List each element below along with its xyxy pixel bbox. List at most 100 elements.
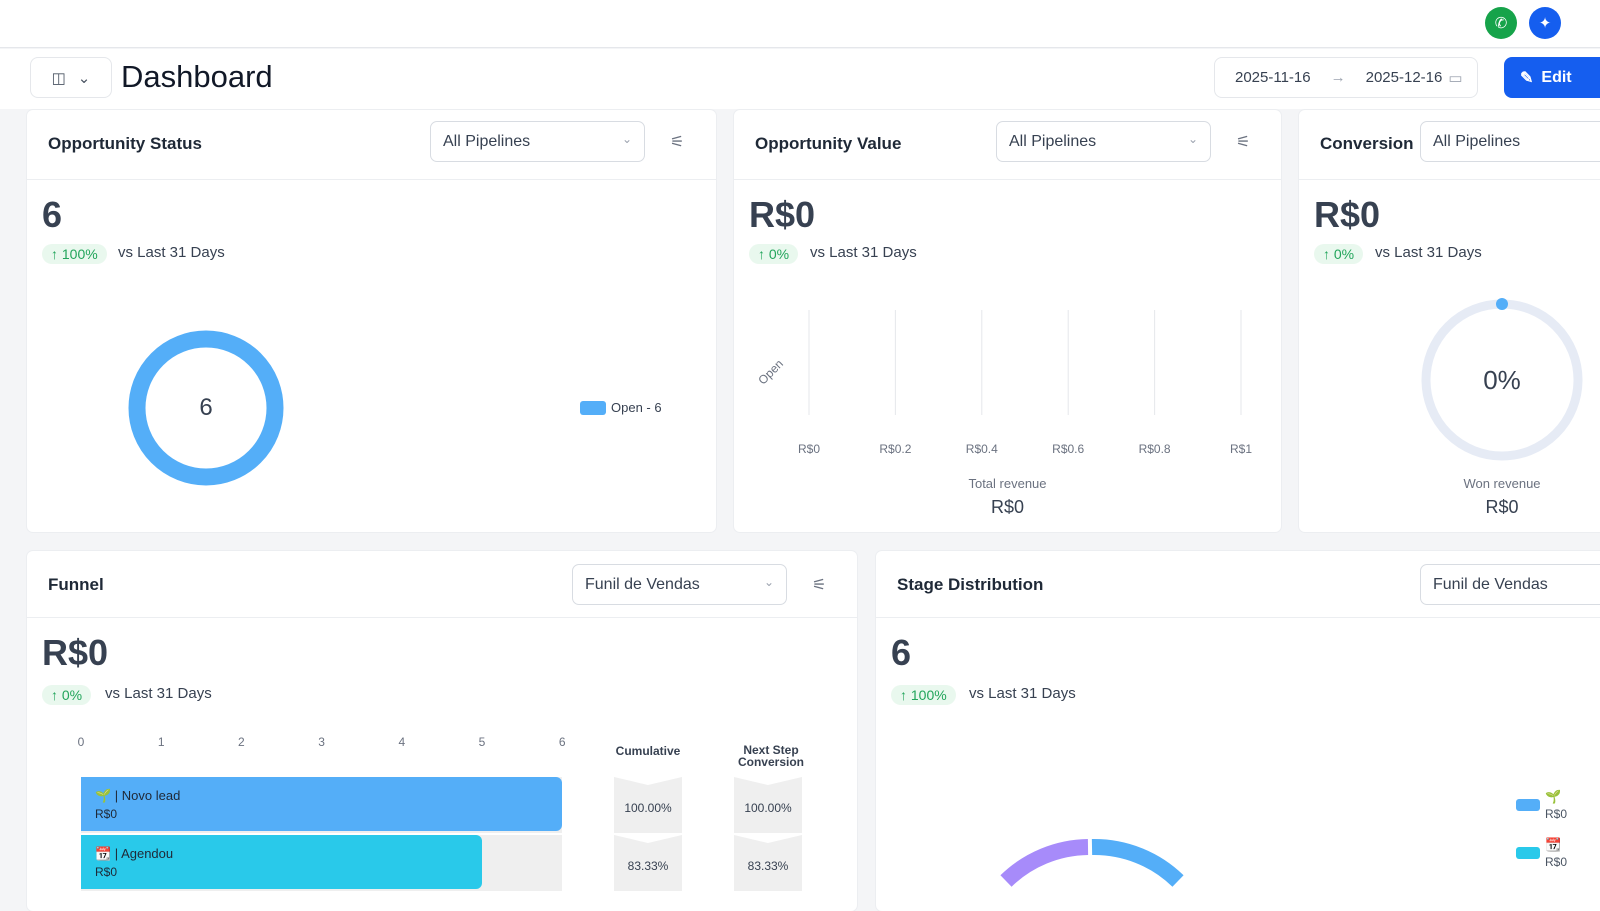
sparkle-icon: ✦ <box>1538 15 1552 32</box>
date-start[interactable]: 2025-11-16 <box>1235 69 1311 86</box>
x-tick-label: 0 <box>77 735 85 749</box>
funnel-bar[interactable] <box>81 835 482 889</box>
arrow-right-icon: → <box>1330 69 1346 86</box>
funnel-bar[interactable] <box>81 777 562 831</box>
gauge-value: 0% <box>1483 365 1521 395</box>
metric-value: R$0 <box>1314 194 1381 235</box>
page-title: Dashboard <box>121 59 273 94</box>
select-value: All Pipelines <box>1433 133 1521 150</box>
legend-swatch <box>1516 799 1540 811</box>
filter-icon[interactable]: ⚟ <box>1236 134 1251 151</box>
pipeline-select[interactable]: All Pipelines ⌄ <box>430 121 645 162</box>
donut-slice-open[interactable] <box>128 330 284 486</box>
phone-button[interactable]: ✆ <box>1485 7 1517 39</box>
x-tick-label: R$0.2 <box>879 442 912 456</box>
comparison-label: vs Last 31 Days <box>118 244 225 261</box>
change-badge: ↑ 0% <box>42 685 92 705</box>
card-title: Funnel <box>48 575 104 594</box>
donut-slice-other[interactable] <box>1000 839 1089 887</box>
legend-stage-icon: 📆 <box>1545 837 1562 852</box>
select-value: All Pipelines <box>443 133 531 150</box>
metric-value: R$0 <box>749 194 816 235</box>
x-tick-label: R$0 <box>797 442 820 456</box>
legend-label[interactable]: Open - 6 <box>611 400 662 415</box>
edit-label: Edit <box>1541 68 1572 86</box>
donut-center-value: 6 <box>199 394 213 421</box>
calendar-icon: ▭ <box>1448 69 1463 87</box>
x-tick-label: R$0.8 <box>1138 442 1171 456</box>
x-tick-label: 5 <box>478 735 486 749</box>
x-tick-label: R$1 <box>1229 442 1252 456</box>
opportunity-status-card: Opportunity Status All Pipelines ⌄ ⚟ 6 ↑ … <box>27 110 716 532</box>
filter-icon[interactable]: ⚟ <box>670 134 685 151</box>
cumulative-chevron <box>614 777 682 833</box>
pipeline-select[interactable]: Funil de Vendas ⌄ <box>572 564 787 605</box>
legend-value: R$0 <box>1545 807 1568 821</box>
donut-slice-novo-lead[interactable] <box>1091 838 1184 887</box>
change-badge: ↑ 100% <box>42 244 107 264</box>
phone-icon: ✆ <box>1494 15 1508 32</box>
pipeline-select[interactable]: All Pipelines ⌄ <box>996 121 1211 162</box>
x-tick-label: 4 <box>398 735 406 749</box>
next-step-chevron <box>734 777 802 833</box>
stage-name: 🌱 | Novo lead <box>95 788 181 803</box>
won-revenue-value: R$0 <box>1485 497 1519 517</box>
pipeline-select[interactable]: Funil de Vendas <box>1420 564 1600 605</box>
bar-chart <box>808 310 1242 415</box>
metric-value: 6 <box>42 194 63 235</box>
stage-distribution-card: Stage Distribution Funil de Vendas 6 ↑ 1… <box>876 551 1600 911</box>
date-range-picker[interactable]: 2025-11-16 → 2025-12-16 ▭ <box>1214 57 1478 98</box>
select-value: All Pipelines <box>1009 133 1097 150</box>
next-step-value: 100.00% <box>744 801 792 815</box>
cumulative-value: 83.33% <box>627 859 669 873</box>
change-badge: ↑ 0% <box>1314 244 1364 264</box>
next-step-chevron <box>734 835 802 891</box>
ai-assistant-button[interactable]: ✦ <box>1529 7 1561 39</box>
x-tick-label: 1 <box>157 735 165 749</box>
layout-switcher-button[interactable]: ◫ ⌄ <box>30 57 112 98</box>
change-badge: ↑ 0% <box>749 244 799 264</box>
won-revenue-label: Won revenue <box>1463 476 1541 491</box>
x-tick-label: 3 <box>318 735 325 749</box>
edit-button[interactable]: ✎ Edit <box>1504 57 1600 98</box>
card-title: Opportunity Status <box>48 134 202 153</box>
chevron-down-icon: ⌄ <box>1187 132 1198 146</box>
x-tick-label: 2 <box>238 735 245 749</box>
conversion-card: Conversion All Pipelines R$0 ↑ 0% vs Las… <box>1299 110 1600 532</box>
change-badge: ↑ 100% <box>891 685 956 705</box>
funnel-card: Funnel Funil de Vendas ⌄ ⚟ R$0 ↑ 0% vs La… <box>27 551 857 911</box>
opportunity-value-card: Opportunity Value All Pipelines ⌄ ⚟ R$0 ↑… <box>734 110 1281 532</box>
total-revenue-value: R$0 <box>990 497 1025 517</box>
select-value: Funil de Vendas <box>1433 576 1548 593</box>
next-step-value: 83.33% <box>747 859 789 873</box>
gauge-indicator <box>1496 298 1508 310</box>
gauge-chart <box>1421 298 1583 461</box>
legend-stage-icon: 🌱 <box>1545 789 1562 804</box>
dashboard-header: ◫ ⌄ Dashboard 2025-11-16 → 2025-12-16 ▭ ✎… <box>0 49 1600 109</box>
comparison-label: vs Last 31 Days <box>1375 244 1482 261</box>
cumulative-header: Cumulative <box>615 744 681 758</box>
donut-chart <box>128 330 284 486</box>
comparison-label: vs Last 31 Days <box>969 685 1076 702</box>
chevron-down-icon: ⌄ <box>621 132 632 146</box>
chevron-down-icon: ⌄ <box>77 69 91 87</box>
card-title: Conversion <box>1320 134 1414 153</box>
legend-value: R$0 <box>1545 855 1568 869</box>
x-tick-label: 6 <box>558 735 566 749</box>
comparison-label: vs Last 31 Days <box>810 244 917 261</box>
legend-swatch <box>1516 847 1540 859</box>
metric-value: R$0 <box>42 632 109 673</box>
layout-icon: ◫ <box>51 69 66 87</box>
pipeline-select[interactable]: All Pipelines <box>1420 121 1600 162</box>
next-step-header: Next Step Conversion <box>737 743 804 769</box>
x-tick-label: R$0.4 <box>965 442 998 456</box>
filter-icon[interactable]: ⚟ <box>812 577 827 594</box>
stage-value: R$0 <box>95 807 118 821</box>
chevron-down-icon: ⌄ <box>763 575 774 589</box>
card-title: Stage Distribution <box>897 575 1044 594</box>
card-title: Opportunity Value <box>755 134 902 153</box>
date-end[interactable]: 2025-12-16 <box>1365 69 1443 86</box>
cumulative-chevron <box>614 835 682 891</box>
stage-donut-chart <box>1000 838 1184 887</box>
x-tick-label: R$0.6 <box>1052 442 1085 456</box>
